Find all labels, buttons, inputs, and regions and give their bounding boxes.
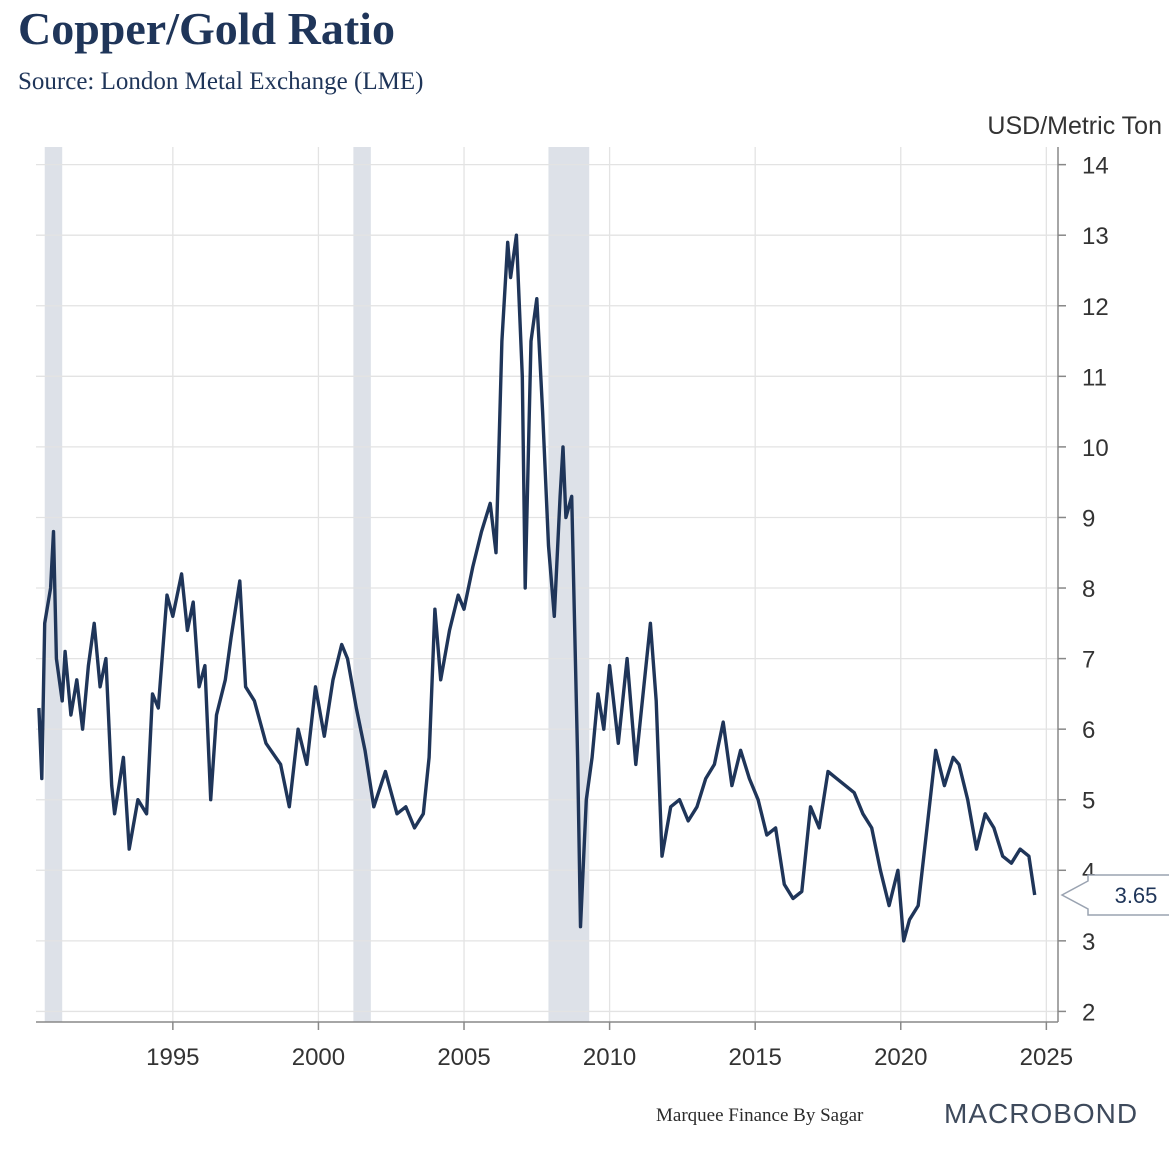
chart-subtitle: Source: London Metal Exchange (LME): [18, 68, 424, 95]
x-tick-label-2020: 2020: [874, 1044, 927, 1071]
y-axis-unit-label: USD/Metric Ton: [987, 112, 1162, 140]
y-tick-label-13: 13: [1082, 223, 1109, 250]
y-tick-label-11: 11: [1082, 364, 1107, 391]
ratio-line: [37, 233, 1037, 943]
y-tick-label-5: 5: [1082, 788, 1095, 815]
y-tick-label-14: 14: [1082, 153, 1109, 180]
x-tick-label-2005: 2005: [437, 1044, 490, 1071]
x-tick-label-2000: 2000: [292, 1044, 345, 1071]
x-tick-label-2015: 2015: [728, 1044, 781, 1071]
chart-title: Copper/Gold Ratio: [18, 3, 395, 54]
recession-shading: [44, 147, 590, 1022]
last-value-callout: 3.65: [1060, 874, 1169, 916]
y-tick-label-9: 9: [1082, 505, 1095, 532]
y-tick-label-3: 3: [1082, 929, 1095, 956]
y-tick-label-2: 2: [1082, 999, 1095, 1026]
recession-band-2: [353, 147, 371, 1022]
y-tick-label-12: 12: [1082, 294, 1109, 321]
x-tick-label-1995: 1995: [146, 1044, 199, 1071]
gridlines: [36, 147, 1058, 1022]
x-tick-label-2025: 2025: [1020, 1044, 1073, 1071]
y-tick-label-7: 7: [1082, 647, 1095, 674]
last-value-label: 3.65: [1115, 883, 1158, 908]
last-value-box: [1060, 874, 1169, 916]
footer-brand-logo: MACROBOND: [944, 1098, 1139, 1129]
footer-credit: Marquee Finance By Sagar: [656, 1105, 864, 1126]
y-tick-label-10: 10: [1082, 435, 1109, 462]
axes: [36, 147, 1066, 1030]
y-tick-label-6: 6: [1082, 717, 1095, 744]
y-tick-label-8: 8: [1082, 576, 1095, 603]
x-tick-label-2010: 2010: [583, 1044, 636, 1071]
